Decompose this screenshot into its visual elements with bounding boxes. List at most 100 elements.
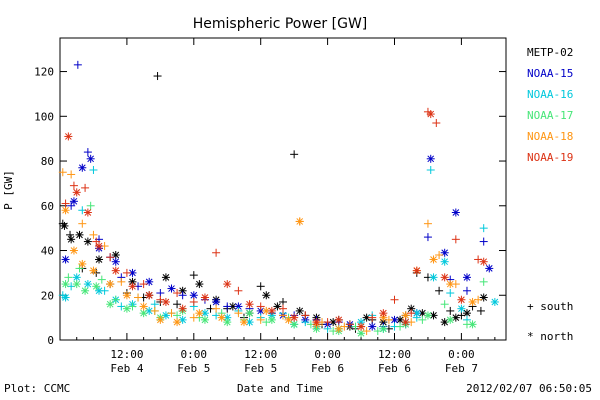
- data-point-north: [92, 282, 101, 291]
- data-point-south: [117, 277, 126, 286]
- data-point-north: [81, 286, 90, 295]
- y-tick-label: 120: [34, 66, 54, 79]
- x-tick-date-label: Feb 5: [177, 362, 210, 375]
- plot-area-frame: [59, 37, 507, 341]
- x-tick-date-label: Feb 5: [244, 362, 277, 375]
- x-tick-time-label: 12:00: [378, 348, 411, 361]
- data-point-south: [390, 295, 399, 304]
- data-point-north: [217, 313, 226, 322]
- x-tick-time-label: 0:00: [448, 348, 475, 361]
- data-point-south: [69, 181, 78, 190]
- data-point-north: [212, 297, 221, 306]
- y-tick-label: 60: [41, 200, 54, 213]
- data-point-south: [189, 271, 198, 280]
- data-point-north: [78, 259, 87, 268]
- data-point-north: [145, 291, 154, 300]
- data-point-north: [262, 291, 271, 300]
- series-metp-02: [58, 72, 488, 333]
- data-point-south: [279, 297, 287, 306]
- data-point-south: [61, 199, 70, 208]
- data-point-south: [150, 300, 159, 309]
- data-point-north: [111, 266, 120, 275]
- data-point-north: [245, 300, 254, 309]
- data-point-south: [323, 324, 332, 333]
- data-point-south: [106, 253, 115, 262]
- legend-item-noaa-19: NOAA-19: [527, 151, 573, 164]
- data-point-north: [462, 309, 471, 318]
- data-point-south: [479, 237, 488, 246]
- data-point-south: [67, 201, 76, 210]
- data-point-north: [86, 154, 95, 163]
- data-point-north: [195, 280, 204, 289]
- data-point-north: [64, 132, 73, 141]
- data-point-north: [462, 273, 471, 282]
- data-point-south: [167, 309, 176, 318]
- series-noaa-19: [61, 107, 488, 331]
- data-point-south: [122, 268, 131, 277]
- data-point-north: [83, 237, 92, 246]
- data-point-south: [479, 277, 488, 286]
- y-axis: 0 20 40 60 80 100 120: [34, 66, 506, 347]
- data-point-north: [368, 322, 377, 331]
- symbol-key-south: + south: [527, 300, 573, 313]
- data-point-north: [429, 273, 438, 282]
- data-point-south: [89, 230, 98, 239]
- data-point-north: [407, 304, 416, 313]
- data-point-north: [95, 286, 104, 295]
- data-point-north: [75, 230, 84, 239]
- data-point-north: [145, 277, 154, 286]
- data-point-north: [61, 206, 70, 215]
- y-tick-label: 100: [34, 110, 54, 123]
- data-point-north: [106, 300, 115, 309]
- data-point-north: [122, 304, 131, 313]
- data-point-north: [139, 309, 148, 318]
- data-point-north: [200, 309, 209, 318]
- data-point-north: [440, 248, 449, 257]
- data-point-north: [426, 154, 435, 163]
- data-point-south: [435, 250, 444, 259]
- data-point-north: [83, 280, 92, 289]
- data-point-south: [368, 313, 377, 322]
- data-point-north: [468, 320, 477, 329]
- data-point-south: [234, 309, 243, 318]
- data-point-north: [69, 246, 78, 255]
- data-point-north: [334, 324, 343, 333]
- data-point-north: [139, 302, 148, 311]
- data-point-south: [476, 306, 485, 315]
- data-point-south: [440, 300, 449, 309]
- data-point-north: [200, 293, 209, 302]
- data-point-north: [195, 309, 204, 318]
- data-point-north: [312, 318, 321, 327]
- data-point-south: [256, 302, 265, 311]
- series-noaa-15: [61, 60, 494, 331]
- data-point-north: [267, 306, 276, 315]
- data-point-north: [223, 280, 232, 289]
- data-point-north: [161, 273, 170, 282]
- data-point-south: [451, 235, 460, 244]
- data-point-north: [95, 255, 104, 264]
- data-point-north: [440, 273, 449, 282]
- data-point-north: [61, 280, 70, 289]
- data-point-south: [423, 233, 432, 242]
- y-tick-label: 80: [41, 155, 54, 168]
- x-tick-date-label: Feb 4: [110, 362, 143, 375]
- plot-credit: Plot: CCMC: [4, 382, 70, 395]
- x-tick-time-label: 12:00: [244, 348, 277, 361]
- data-point-north: [479, 293, 488, 302]
- data-point-south: [78, 219, 87, 228]
- data-point-north: [67, 235, 76, 244]
- data-point-south: [89, 165, 98, 174]
- data-point-south: [345, 320, 354, 329]
- data-point-south: [67, 170, 76, 179]
- data-point-south: [83, 148, 92, 157]
- data-point-south: [64, 273, 73, 282]
- data-point-south: [156, 289, 165, 298]
- y-tick-label: 20: [41, 289, 54, 302]
- legend-item-noaa-17: NOAA-17: [527, 109, 573, 122]
- data-point-north: [173, 318, 182, 327]
- data-point-north: [412, 309, 421, 318]
- data-point-north: [72, 280, 81, 289]
- data-point-south: [279, 304, 287, 313]
- data-point-south: [362, 327, 371, 336]
